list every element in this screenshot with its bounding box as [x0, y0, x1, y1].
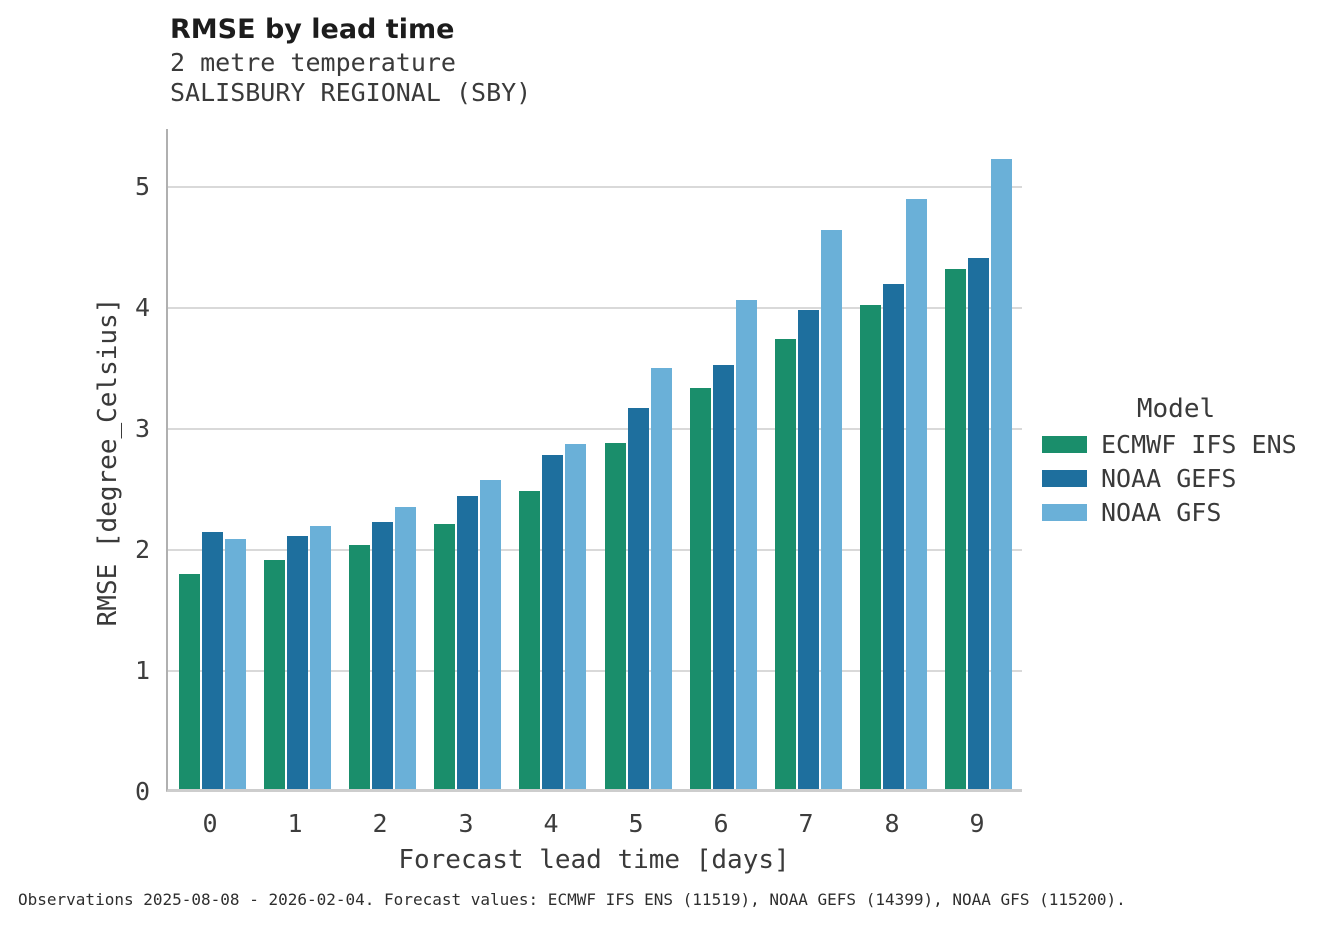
chart-title: RMSE by lead time [170, 14, 455, 45]
bar-noaa-gefs-lead-8 [883, 284, 905, 789]
bar-ecmwf-ifs-ens-lead-3 [434, 524, 456, 789]
x-tick-8: 8 [884, 809, 900, 838]
bar-noaa-gefs-lead-9 [968, 258, 990, 789]
bar-noaa-gfs-lead-4 [565, 444, 587, 789]
x-tick-0: 0 [202, 809, 218, 838]
gridline-y-2 [168, 549, 1022, 551]
x-tick-6: 6 [713, 809, 729, 838]
footer-caption: Observations 2025-08-08 - 2026-02-04. Fo… [18, 890, 1126, 909]
bar-noaa-gfs-lead-3 [480, 480, 502, 789]
bar-noaa-gefs-lead-0 [201, 532, 223, 789]
gridline-y-5 [168, 186, 1022, 188]
bar-noaa-gfs-lead-7 [820, 230, 842, 789]
y-tick-5: 5 [134, 172, 150, 201]
y-axis-label: RMSE [degree_Celsius] [93, 297, 123, 627]
legend-title: Model [1136, 394, 1216, 424]
bar-ecmwf-ifs-ens-lead-6 [689, 388, 711, 789]
x-tick-2: 2 [372, 809, 388, 838]
bar-ecmwf-ifs-ens-lead-1 [263, 560, 285, 789]
bar-noaa-gfs-lead-9 [991, 159, 1013, 789]
bar-noaa-gefs-lead-2 [371, 522, 393, 789]
y-tick-0: 0 [134, 777, 150, 806]
legend-label-noaa-gfs: NOAA GFS [1101, 498, 1222, 527]
gridline-y-1 [168, 670, 1022, 672]
y-tick-2: 2 [134, 535, 150, 564]
bar-noaa-gefs-lead-6 [712, 365, 734, 789]
bar-ecmwf-ifs-ens-lead-2 [348, 545, 370, 789]
bar-noaa-gfs-lead-8 [906, 199, 928, 789]
bar-noaa-gfs-lead-2 [394, 507, 416, 789]
bar-ecmwf-ifs-ens-lead-7 [774, 339, 796, 789]
bar-noaa-gefs-lead-5 [627, 408, 649, 789]
x-tick-4: 4 [543, 809, 559, 838]
x-tick-9: 9 [969, 809, 985, 838]
y-tick-3: 3 [134, 414, 150, 443]
legend-swatch-noaa-gfs [1042, 504, 1087, 521]
legend-label-ecmwf-ifs-ens: ECMWF IFS ENS [1101, 430, 1297, 459]
bar-noaa-gefs-lead-3 [457, 496, 479, 789]
y-tick-4: 4 [134, 293, 150, 322]
bar-noaa-gfs-lead-5 [650, 368, 672, 789]
bar-ecmwf-ifs-ens-lead-4 [519, 491, 541, 789]
bar-noaa-gfs-lead-0 [224, 539, 246, 789]
legend-item-noaa-gfs: NOAA GFS [1042, 498, 1310, 527]
legend-swatch-ecmwf-ifs-ens [1042, 436, 1087, 453]
bar-noaa-gefs-lead-1 [286, 536, 308, 789]
plot-area [166, 129, 1022, 792]
x-axis-label: Forecast lead time [days] [398, 845, 790, 875]
bar-ecmwf-ifs-ens-lead-0 [178, 574, 200, 789]
bar-noaa-gefs-lead-7 [797, 310, 819, 789]
bar-ecmwf-ifs-ens-lead-8 [860, 305, 882, 789]
bar-ecmwf-ifs-ens-lead-5 [604, 443, 626, 789]
gridline-y-3 [168, 428, 1022, 430]
bar-noaa-gefs-lead-4 [542, 455, 564, 789]
legend-swatch-noaa-gefs [1042, 470, 1087, 487]
legend-item-noaa-gefs: NOAA GEFS [1042, 464, 1310, 493]
bar-ecmwf-ifs-ens-lead-9 [945, 269, 967, 789]
x-tick-5: 5 [628, 809, 644, 838]
legend: Model ECMWF IFS ENS NOAA GEFS NOAA GFS [1042, 394, 1310, 534]
x-tick-7: 7 [798, 809, 814, 838]
bar-noaa-gfs-lead-1 [309, 526, 331, 789]
gridline-y-4 [168, 307, 1022, 309]
legend-label-noaa-gefs: NOAA GEFS [1101, 464, 1237, 493]
bar-noaa-gfs-lead-6 [735, 300, 757, 789]
x-tick-1: 1 [287, 809, 303, 838]
chart-subtitle-station: SALISBURY REGIONAL (SBY) [170, 78, 532, 107]
y-tick-1: 1 [134, 656, 150, 685]
legend-item-ecmwf-ifs-ens: ECMWF IFS ENS [1042, 430, 1310, 459]
chart-subtitle-variable: 2 metre temperature [170, 48, 456, 77]
x-tick-3: 3 [458, 809, 474, 838]
